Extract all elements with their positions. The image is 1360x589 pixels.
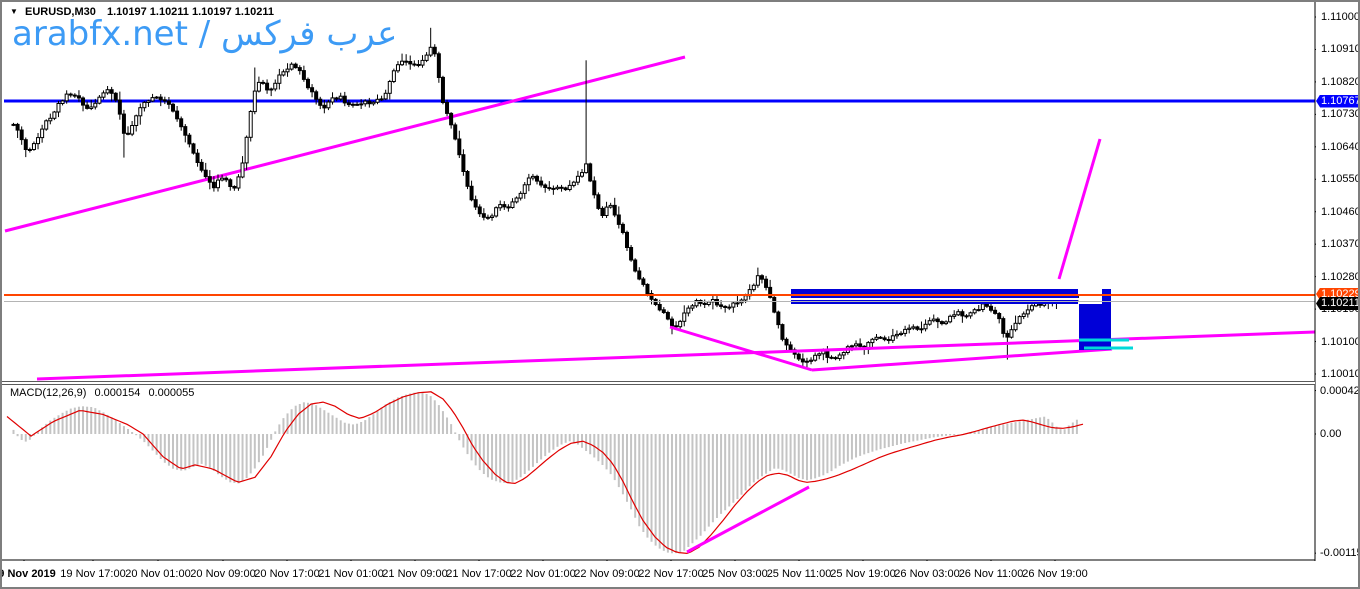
demand-zone-rect[interactable] — [1079, 304, 1111, 350]
time-axis[interactable] — [2, 561, 1358, 587]
supply-zone-rect[interactable] — [791, 289, 1078, 304]
pane-splitter[interactable] — [2, 381, 1315, 385]
demand-zone-cap-rect[interactable] — [1102, 289, 1111, 304]
time-label[interactable]: 19 Nov 2019 — [2, 568, 56, 580]
time-label[interactable]: 19 Nov 17:00 — [60, 568, 126, 580]
chevron-down-icon[interactable]: ▼ — [10, 7, 18, 16]
price-tick-label: 1.10730 — [1321, 108, 1360, 121]
price-tick-label: 1.10910 — [1321, 43, 1360, 56]
macd-histogram — [12, 392, 1078, 554]
time-label[interactable]: 21 Nov 17:00 — [446, 568, 512, 580]
time-label[interactable]: 26 Nov 11:00 — [958, 568, 1024, 580]
macd-tick-label: 0.00 — [1320, 428, 1342, 440]
price-tick-label: 1.10100 — [1321, 335, 1360, 348]
time-label[interactable]: 25 Nov 19:00 — [830, 568, 896, 580]
time-label[interactable]: 25 Nov 11:00 — [766, 568, 832, 580]
price-tick-label: 1.10550 — [1321, 173, 1360, 186]
macd-trendline[interactable] — [686, 485, 810, 554]
macd-signal-value: 0.000055 — [148, 387, 195, 399]
price-tick-label: 1.10820 — [1321, 75, 1360, 88]
macd-tick-label: -0.001157 — [1320, 547, 1358, 560]
time-label[interactable]: 22 Nov 01:00 — [510, 568, 576, 580]
time-label[interactable]: 20 Nov 01:00 — [125, 568, 191, 580]
price-tick-label: 1.11000 — [1321, 11, 1360, 23]
ohlc-values: 1.10197 1.10211 1.10197 1.10211 — [106, 6, 274, 18]
candlestick-series — [11, 27, 1079, 369]
time-label[interactable]: 21 Nov 09:00 — [382, 568, 448, 580]
macd-signal-line — [6, 391, 1084, 555]
wedge-down-line[interactable] — [669, 325, 813, 372]
macd-indicator-header: MACD(12,26,9) 0.000154 0.000055 — [10, 387, 194, 399]
macd-label: MACD(12,26,9) — [10, 387, 87, 399]
price-tick-label: 1.10010 — [1321, 367, 1360, 380]
symbol-header: ▼ EURUSD,M30 1.10197 1.10211 1.10197 1.1… — [10, 6, 274, 18]
time-label[interactable]: 26 Nov 03:00 — [894, 568, 960, 580]
zone-white-stripe — [791, 298, 1102, 300]
price-tick-label: 1.10460 — [1321, 205, 1360, 218]
time-label[interactable]: 22 Nov 17:00 — [638, 568, 704, 580]
macd-tick-label: 0.000422 — [1320, 384, 1360, 397]
uptrend-line[interactable] — [4, 55, 686, 233]
price-tick-label: 1.10280 — [1321, 270, 1360, 283]
price-tick-label: 1.10640 — [1321, 140, 1360, 153]
time-label[interactable]: 20 Nov 17:00 — [254, 568, 320, 580]
time-label[interactable]: 20 Nov 09:00 — [190, 568, 256, 580]
projection-line[interactable] — [1057, 138, 1102, 280]
time-label[interactable]: 26 Nov 19:00 — [1022, 568, 1088, 580]
macd-main-value: 0.000154 — [94, 387, 141, 399]
resistance-price-tag: 1.10767 — [1316, 94, 1358, 108]
time-label[interactable]: 25 Nov 03:00 — [702, 568, 768, 580]
price-tick-label: 1.10370 — [1321, 238, 1360, 251]
symbol-timeframe-label: EURUSD,M30 — [24, 6, 96, 18]
wedge-up-line[interactable] — [811, 347, 1113, 372]
time-label[interactable]: 21 Nov 01:00 — [318, 568, 384, 580]
bid-price-tag: 1.10211 — [1316, 297, 1358, 310]
time-label[interactable]: 22 Nov 09:00 — [574, 568, 640, 580]
watermark-text: arabfx.net / عرب فركس — [12, 14, 398, 54]
